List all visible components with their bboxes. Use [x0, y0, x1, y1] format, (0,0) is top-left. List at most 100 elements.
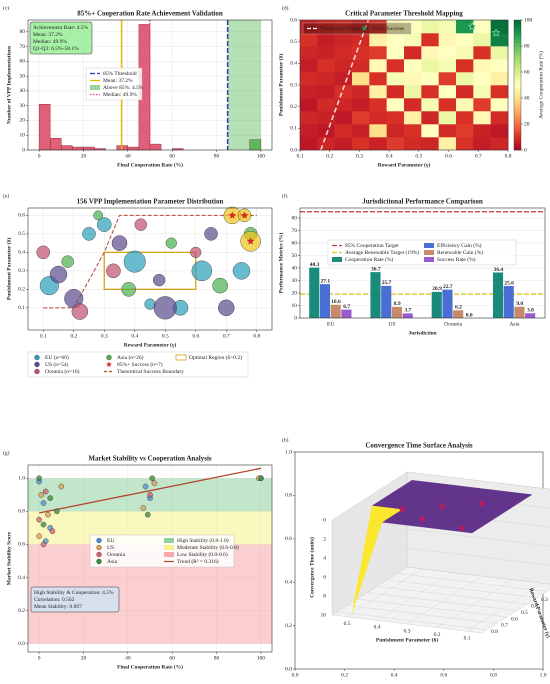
x-tick-label: 0.1: [40, 333, 47, 339]
colorbar-tick-label: 40: [524, 95, 530, 101]
colorbar-slice: [514, 33, 521, 37]
heatmap-cell: [386, 85, 405, 99]
y-tick-label: 20: [292, 290, 298, 296]
heatmap-cell: [369, 33, 387, 47]
heatmap-cell: [352, 111, 370, 125]
bar: [72, 146, 84, 151]
colorbar-slice: [514, 75, 521, 79]
x-tick-label: 0.3: [356, 153, 363, 159]
colorbar-slice: [514, 137, 521, 141]
x-tick-label: 0.8: [253, 333, 260, 339]
heatmap-cell: [473, 111, 491, 125]
bar: [381, 285, 392, 318]
highlight-star: [458, 524, 466, 532]
chart-title: Critical Parameter Threshold Mapping: [345, 10, 463, 18]
legend-swatch: [424, 250, 434, 255]
legend-box: [85, 67, 143, 101]
highlight-star: [418, 515, 426, 523]
heatmap-cell: [490, 33, 509, 47]
legend-swatch: [34, 354, 40, 361]
point: [58, 483, 65, 490]
heatmap-cell: [317, 98, 335, 112]
y-tick-label: 0.2: [290, 104, 297, 110]
heatmap-cell: [473, 72, 491, 86]
y-tick-label: 0.4: [531, 603, 538, 609]
heatmap-cell: [421, 137, 439, 151]
x-tick-label: 0.2: [70, 333, 77, 339]
colorbar-slice: [514, 49, 521, 53]
legend-swatch: [96, 537, 102, 544]
success-marker: [491, 28, 501, 37]
legend-box: [89, 534, 235, 568]
z-tick-label: 2: [323, 536, 326, 542]
bubble: [134, 218, 148, 231]
bubble: [212, 277, 228, 294]
y-axis-label: Number of VPP Implementations: [6, 46, 12, 124]
heatmap-cell: [404, 72, 422, 86]
heatmap-cell: [490, 72, 509, 86]
bar: [370, 272, 381, 318]
heatmap-cell: [317, 33, 335, 47]
annotation-box: [29, 21, 93, 55]
heatmap-cell: [438, 137, 457, 151]
point: [45, 511, 51, 518]
heatmap-cell: [386, 46, 405, 60]
annotation-text: Mean Stability: 0.897: [34, 604, 82, 610]
bubble: [93, 210, 103, 221]
x-tick-label: 100: [257, 655, 266, 661]
y-tick-label: 0.3: [290, 82, 297, 88]
grid-line: [356, 598, 508, 618]
x-tick-label: 0.8: [490, 672, 497, 678]
panel-label: (h): [282, 436, 289, 443]
x-tick-label: EU: [327, 321, 334, 327]
legend-box: [27, 351, 249, 378]
bubble: [106, 263, 121, 279]
colorbar-slice: [514, 101, 521, 105]
colorbar-slice: [514, 130, 521, 135]
colorbar-slice: [514, 124, 521, 128]
x-tick-label: 60: [169, 153, 175, 159]
heatmap-cell: [456, 85, 474, 99]
x-tick-label: 20: [81, 153, 87, 159]
bar: [319, 284, 331, 318]
y-tick-label: 0.5: [290, 39, 297, 45]
legend-label: Renewable Gain (%): [437, 249, 483, 256]
x-tick-label: 40: [125, 655, 131, 661]
legend-label: Optimal Region (δ>0.2): [189, 354, 242, 361]
bubble: [218, 299, 235, 317]
legend-label: Average Renewable Target (19%): [345, 249, 419, 256]
chart-title: 156 VPP Implementation Parameter Distrib…: [77, 198, 224, 206]
legend-swatch: [96, 551, 102, 558]
heatmap-cell: [490, 59, 509, 73]
x-tick-label: 40: [125, 153, 131, 159]
heatmap-cell: [386, 59, 405, 73]
y-axis-label: Punishment Parameter (δ): [277, 54, 284, 116]
heatmap-cell: [421, 111, 439, 125]
colorbar-tick-label: 20: [524, 121, 530, 127]
legend-label: Theoretical Success Boundary: [117, 369, 184, 375]
chart-title: 85%+ Cooperation Rate Achievement Valida…: [77, 10, 223, 18]
y-tick-label: 10: [292, 303, 298, 309]
bar: [249, 139, 262, 151]
bar: [83, 146, 95, 151]
legend-box: [327, 239, 517, 266]
legend-label: High Stability (0.8-1.0): [177, 537, 229, 544]
heatmap-cell: [473, 59, 491, 73]
heatmap-cell: [438, 124, 457, 138]
y-tick-label: 0.8: [18, 509, 25, 515]
bar: [149, 143, 162, 151]
x-tick-label: 0.6: [445, 153, 452, 159]
heatmap-cell: [386, 98, 405, 112]
legend-label: Theoretical Threshold: [320, 26, 369, 32]
data-label: 36.4: [493, 267, 503, 273]
x-tick-label: 0.2: [341, 672, 348, 678]
y-tick-label: 0.6: [18, 542, 25, 548]
colorbar-slice: [514, 39, 521, 44]
x-tick-label: US: [388, 321, 395, 327]
y-tick-label: 0.2: [18, 287, 25, 293]
heatmap-cell: [334, 46, 353, 60]
bubble: [96, 217, 112, 232]
colorbar-slice: [514, 127, 521, 131]
heatmap-cell: [421, 85, 439, 99]
heatmap-cell: [421, 46, 439, 60]
